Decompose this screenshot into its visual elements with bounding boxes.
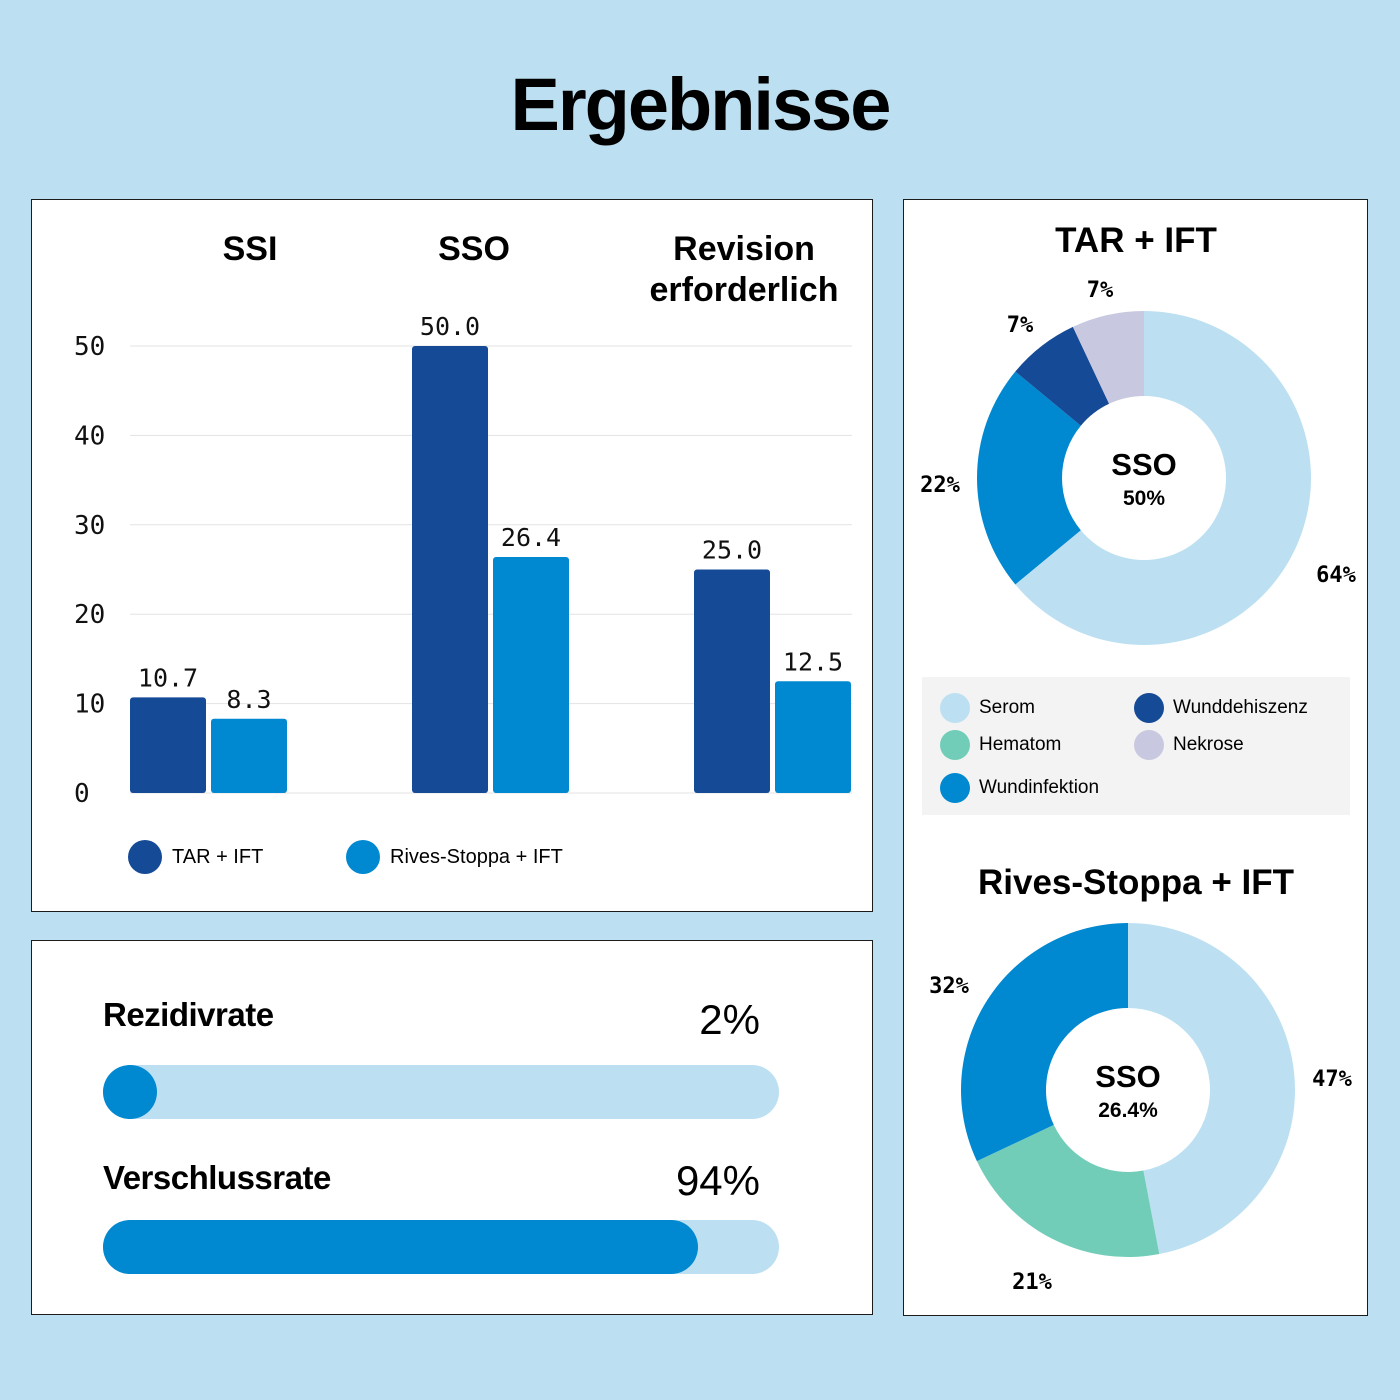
legend-label: Nekrose bbox=[1173, 734, 1244, 755]
legend-label: TAR + IFT bbox=[172, 845, 264, 868]
donut-slice bbox=[1128, 923, 1296, 1255]
bar bbox=[412, 346, 488, 793]
bar-value-label: 10.7 bbox=[138, 663, 198, 692]
bar-value-label: 25.0 bbox=[702, 536, 762, 565]
category-label: erforderlich bbox=[650, 271, 839, 309]
slice-percent-label: 7% bbox=[1087, 278, 1114, 303]
donut-panel: TAR + IFT 64% 22% 7% 7% SSO 50% Rives-Stoppa + … bbox=[903, 199, 1368, 1316]
bar bbox=[493, 556, 569, 793]
legend-label: Wundinfektion bbox=[979, 777, 1100, 798]
legend-dot bbox=[940, 730, 970, 760]
recurrence-rate-label: Rezidivrate bbox=[103, 996, 274, 1033]
legend-item-serom: Serom bbox=[940, 693, 1035, 723]
donut-slice bbox=[1015, 326, 1110, 426]
y-tick-label: 50 bbox=[74, 332, 105, 362]
page-title: Ergebnisse bbox=[510, 63, 892, 146]
donut-slice bbox=[1072, 311, 1144, 404]
category-label: SSO bbox=[438, 230, 510, 268]
closure-rate-fill bbox=[103, 1220, 699, 1274]
bar-legend-item-rives: Rives-Stoppa + IFT bbox=[346, 840, 563, 874]
donut-title: Rives-Stoppa + IFT bbox=[978, 863, 1294, 902]
legend-dot bbox=[940, 773, 970, 803]
legend-item-nekrose: Nekrose bbox=[1134, 730, 1244, 760]
donut-center-label: SSO bbox=[1095, 1059, 1160, 1094]
bar-chart: 0 10 20 30 40 50 SSI 10.7 8.3 SSO 50.0 26.4 Revision… bbox=[74, 230, 852, 809]
bar bbox=[694, 569, 770, 793]
bar-value-label: 50.0 bbox=[420, 312, 480, 341]
legend-item-hematom: Hematom bbox=[940, 730, 1061, 760]
legend-label: Rives-Stoppa + IFT bbox=[390, 845, 563, 868]
donut-slice bbox=[1015, 311, 1311, 646]
legend-dot bbox=[940, 693, 970, 723]
donut-slice bbox=[977, 371, 1081, 585]
category-label: Revision bbox=[673, 230, 815, 268]
bar bbox=[211, 718, 287, 793]
legend-label: Hematom bbox=[979, 734, 1062, 755]
recurrence-rate-value: 2% bbox=[699, 996, 760, 1043]
bar bbox=[775, 681, 851, 793]
slice-percent-label: 7% bbox=[1007, 313, 1034, 338]
legend-label: Wunddehiszenz bbox=[1173, 697, 1308, 718]
bar-legend-item-tar: TAR + IFT bbox=[128, 840, 263, 874]
donut-legend: Serom Wunddehiszenz Hematom Nekrose Wund… bbox=[922, 677, 1350, 815]
bar-value-label: 26.4 bbox=[501, 523, 561, 552]
closure-rate-value: 94% bbox=[675, 1157, 760, 1204]
slice-percent-label: 22% bbox=[920, 473, 960, 498]
donut-slice bbox=[976, 1124, 1160, 1257]
y-tick-label: 10 bbox=[74, 690, 105, 720]
legend-dot bbox=[346, 840, 380, 874]
closure-rate-bar bbox=[103, 1220, 779, 1274]
slice-percent-label: 64% bbox=[1316, 563, 1356, 588]
legend-item-wunddehiszenz: Wunddehiszenz bbox=[1134, 693, 1308, 723]
slice-percent-label: 47% bbox=[1312, 1067, 1352, 1092]
legend-item-wundinfektion: Wundinfektion bbox=[940, 773, 1099, 803]
slice-percent-label: 32% bbox=[929, 974, 969, 999]
donut-center-label: SSO bbox=[1111, 447, 1176, 482]
donut-center-value: 26.4% bbox=[1098, 1099, 1158, 1122]
y-tick-label: 40 bbox=[74, 421, 105, 451]
recurrence-rate-bar bbox=[103, 1065, 779, 1119]
bar-value-label: 8.3 bbox=[226, 685, 271, 714]
rates-panel: Rezidivrate 2% Verschlussrate 94% bbox=[31, 940, 873, 1315]
slice-percent-label: 21% bbox=[1012, 1270, 1052, 1295]
closure-rate-label: Verschlussrate bbox=[103, 1159, 331, 1196]
bar-chart-panel: 0 10 20 30 40 50 SSI 10.7 8.3 SSO 50.0 26.4 Revision… bbox=[31, 199, 873, 912]
legend-dot bbox=[1134, 693, 1164, 723]
donut-center-value: 50% bbox=[1123, 487, 1165, 510]
category-label: SSI bbox=[223, 230, 278, 268]
bar-value-label: 12.5 bbox=[783, 647, 843, 676]
donut-charts: TAR + IFT 64% 22% 7% 7% SSO 50% Rives-Stoppa + … bbox=[920, 221, 1356, 1295]
legend-label: Serom bbox=[979, 697, 1035, 718]
legend-dot bbox=[1134, 730, 1164, 760]
bar bbox=[130, 697, 206, 793]
donut-slice bbox=[961, 923, 1128, 1162]
recurrence-rate-fill bbox=[103, 1065, 157, 1119]
legend-dot bbox=[128, 840, 162, 874]
donut-title: TAR + IFT bbox=[1055, 221, 1217, 260]
y-tick-label: 20 bbox=[74, 600, 105, 630]
y-tick-label: 0 bbox=[74, 779, 90, 809]
y-tick-label: 30 bbox=[74, 511, 105, 541]
